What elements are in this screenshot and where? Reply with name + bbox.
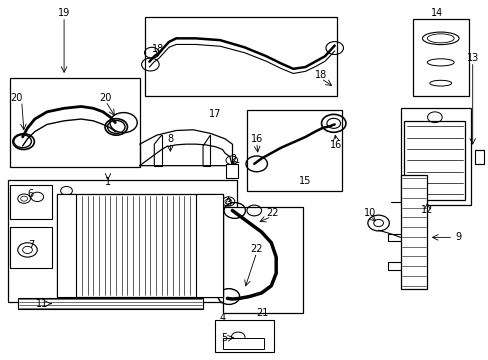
Text: 9: 9 [454, 232, 460, 242]
Text: 20: 20 [10, 93, 22, 103]
Ellipse shape [429, 80, 451, 86]
Text: 1: 1 [105, 177, 111, 187]
Bar [246, 110, 341, 191]
Text: 12: 12 [420, 206, 433, 216]
Bar [57, 194, 222, 297]
Text: 7: 7 [28, 239, 34, 249]
Bar [18, 298, 203, 309]
Text: 16: 16 [329, 140, 342, 150]
Text: 21: 21 [256, 309, 268, 318]
Text: 20: 20 [99, 93, 111, 103]
Bar [225, 164, 238, 178]
Text: 18: 18 [314, 70, 326, 80]
Text: 14: 14 [430, 8, 442, 18]
Text: 6: 6 [28, 189, 34, 199]
Bar [215, 320, 273, 352]
Text: 10: 10 [364, 208, 376, 218]
Polygon shape [140, 144, 232, 166]
Bar [10, 226, 52, 268]
Bar [400, 108, 470, 205]
Ellipse shape [427, 34, 453, 43]
Text: 22: 22 [250, 244, 263, 254]
Ellipse shape [422, 32, 458, 45]
Text: 22: 22 [266, 208, 279, 218]
Bar [222, 207, 303, 313]
Ellipse shape [427, 59, 453, 66]
Text: 15: 15 [299, 176, 311, 186]
Text: 8: 8 [167, 134, 173, 144]
Text: 18: 18 [152, 44, 164, 54]
Bar [474, 149, 484, 164]
Bar [10, 78, 140, 167]
Text: 11: 11 [36, 299, 48, 309]
Text: 13: 13 [466, 53, 478, 63]
Bar [57, 194, 76, 297]
Bar [195, 194, 222, 297]
Text: 3: 3 [225, 198, 231, 208]
Bar [10, 185, 52, 220]
Bar [8, 180, 237, 302]
Text: 4: 4 [219, 313, 225, 323]
Text: 5: 5 [221, 333, 227, 343]
Bar [222, 338, 264, 348]
Text: 17: 17 [209, 109, 221, 119]
Bar [412, 19, 468, 96]
Text: 2: 2 [230, 154, 236, 164]
Text: 16: 16 [250, 134, 262, 144]
Text: 19: 19 [58, 8, 70, 18]
Bar [400, 175, 427, 289]
Bar [144, 17, 336, 96]
Bar [404, 121, 465, 200]
